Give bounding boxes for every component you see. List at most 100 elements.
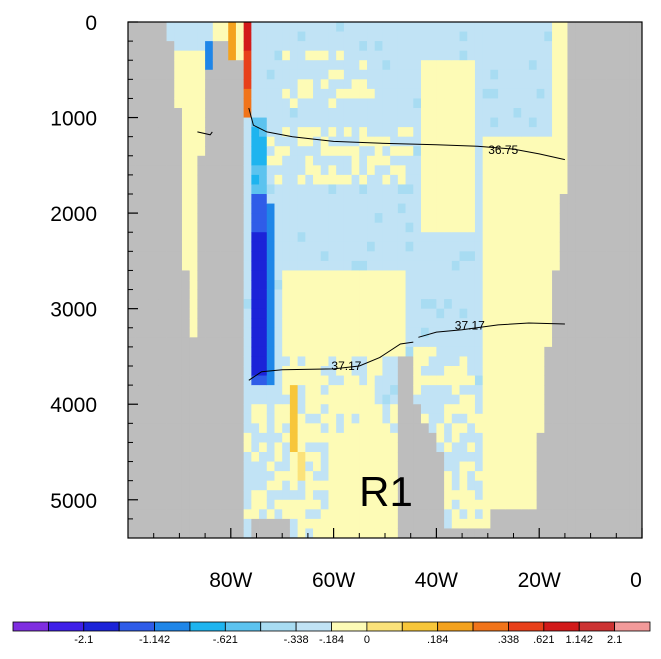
field-cell [220,394,229,405]
field-cell [513,88,522,99]
field-cell [528,174,538,185]
field-cell [259,480,268,491]
field-cell [143,385,152,396]
field-cell [629,136,638,147]
field-cell [228,165,237,176]
field-cell [467,452,476,462]
field-cell [636,452,642,462]
field-cell [590,432,599,443]
field-cell [305,60,314,71]
field-cell [243,452,252,462]
field-cell [467,222,476,233]
field-cell [205,222,214,233]
field-cell [474,41,484,52]
field-cell [343,452,352,462]
field-cell [343,280,352,290]
field-cell [336,98,345,109]
field-cell [128,41,137,52]
field-cell [482,308,491,319]
field-cell [636,251,642,262]
field-cell [158,136,167,147]
field-cell [259,98,268,109]
field-cell [536,165,545,176]
field-cell [505,136,514,147]
field-cell [459,136,468,147]
field-cell [135,88,144,99]
field-cell [181,50,191,61]
field-cell [413,136,422,147]
field-cell [205,146,214,157]
field-cell [397,280,406,290]
field-cell [189,490,198,501]
field-cell [382,260,391,271]
field-cell [451,117,460,128]
field-cell [228,222,237,233]
field-cell [544,518,553,529]
field-cell [343,413,352,424]
field-cell [613,337,622,348]
field-cell [552,60,561,71]
field-cell [351,155,360,166]
field-cell [359,50,368,61]
field-cell [459,98,468,109]
field-cell [297,499,306,510]
field-cell [590,98,599,109]
field-cell [305,251,314,262]
field-cell [328,79,337,90]
field-cell [251,452,260,462]
field-cell [621,146,630,157]
field-cell [274,308,283,319]
field-cell [598,127,607,138]
field-cell [320,394,329,405]
field-cell [243,31,252,42]
field-cell [606,194,615,204]
field-cell [467,432,476,443]
field-cell [606,117,615,128]
field-cell [289,432,299,443]
field-cell [297,432,306,443]
field-cell [320,79,329,90]
field-cell [544,366,553,376]
field-cell [474,108,484,118]
field-cell [505,375,514,386]
field-cell [559,442,568,453]
field-cell [582,222,591,233]
field-cell [444,289,453,300]
field-cell [636,108,642,118]
field-cell [197,394,206,405]
field-cell [413,375,422,386]
field-cell [251,117,260,128]
field-cell [282,280,291,290]
field-cell [451,184,460,195]
field-cell [436,423,445,434]
field-cell [382,509,391,520]
field-cell [235,174,245,185]
field-cell [629,98,638,109]
field-cell [590,203,599,214]
field-cell [482,413,491,424]
field-cell [397,490,406,501]
field-cell [451,194,460,204]
field-cell [259,394,268,405]
field-cell [174,41,183,52]
field-cell [552,146,561,157]
field-cell [582,299,591,310]
field-cell [351,60,360,71]
field-cell [536,31,545,42]
field-cell [197,127,206,138]
field-cell [382,385,391,396]
field-cell [598,299,607,310]
field-cell [351,50,360,61]
field-cell [428,509,437,520]
field-cell [528,79,538,90]
field-cell [397,471,406,482]
field-cell [143,289,152,300]
field-cell [467,260,476,271]
field-cell [505,327,514,338]
field-cell [289,452,299,462]
field-cell [251,50,260,61]
field-cell [282,41,291,52]
field-cell [197,452,206,462]
field-cell [413,461,422,472]
field-cell [528,232,538,243]
